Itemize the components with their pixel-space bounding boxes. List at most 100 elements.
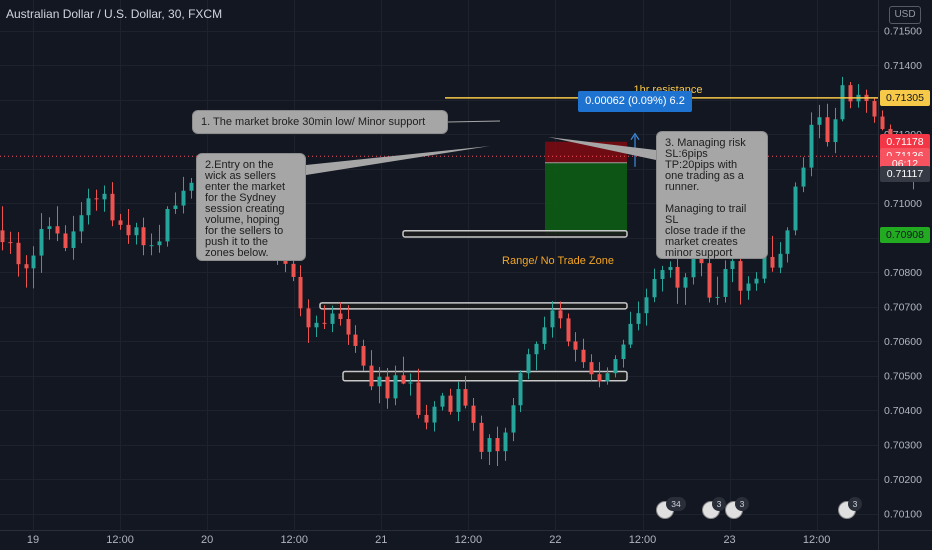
candle-body <box>298 276 303 309</box>
annotation-3-connector <box>548 137 656 160</box>
candle-body <box>173 205 178 209</box>
y-tick-label: 0.70600 <box>884 336 922 348</box>
candle-body <box>534 343 539 355</box>
candle-body <box>833 119 838 143</box>
candle-body <box>558 310 563 319</box>
x-tick-label: 22 <box>549 534 561 546</box>
candle-body <box>361 345 366 366</box>
candle-body <box>448 395 453 412</box>
candle-body <box>306 308 311 328</box>
annotation-1[interactable]: 1. The market broke 30min low/ Minor sup… <box>192 110 448 134</box>
candle-body <box>573 341 578 350</box>
candle-body <box>314 322 319 328</box>
candle-body <box>369 365 374 387</box>
candle-body <box>479 422 484 452</box>
candle-body <box>39 229 44 256</box>
candle-body <box>401 375 406 384</box>
candle-body <box>566 318 571 342</box>
candle-body <box>872 101 877 117</box>
candle-body <box>770 256 775 268</box>
candle-body <box>118 220 123 225</box>
chart-title[interactable]: Australian Dollar / U.S. Dollar, 30, FXC… <box>6 7 223 21</box>
candle-body <box>526 354 531 374</box>
candle-body <box>675 266 680 288</box>
candle-body <box>47 226 52 230</box>
candle-body <box>825 117 830 143</box>
take-profit-area <box>545 162 627 235</box>
candle-body <box>581 349 586 363</box>
candle-body <box>377 376 382 387</box>
y-tick-label: 0.70800 <box>884 267 922 279</box>
candle-body <box>440 395 445 407</box>
price-scale-label: 0.71117 <box>880 166 930 183</box>
candle-body <box>628 323 633 345</box>
candle-body <box>157 241 162 246</box>
x-tick-label: 12:00 <box>280 534 308 546</box>
candle-body <box>636 313 641 324</box>
candle-body <box>644 297 649 314</box>
candle-body <box>597 374 602 382</box>
annotation-3[interactable]: 3. Managing risk SL:6pips TP:20pips with… <box>656 131 768 259</box>
x-tick-label: 23 <box>723 534 735 546</box>
candle-body <box>511 405 516 433</box>
candle-body <box>408 382 413 384</box>
candles <box>0 76 916 466</box>
x-tick-label: 12:00 <box>455 534 483 546</box>
candle-body <box>793 186 798 231</box>
x-tick-label: 19 <box>27 534 39 546</box>
candle-body <box>330 313 335 324</box>
candle-body <box>291 263 296 277</box>
candle-body <box>338 313 343 320</box>
candle-body <box>762 256 767 279</box>
candle-body <box>55 226 60 234</box>
candle-body <box>471 405 476 423</box>
event-count-badge: 34 <box>666 497 686 511</box>
x-tick-label: 21 <box>375 534 387 546</box>
candle-body <box>723 269 728 297</box>
x-tick-label: 12:00 <box>629 534 657 546</box>
candle-body <box>181 190 186 206</box>
y-tick-label: 0.70500 <box>884 371 922 383</box>
candle-body <box>346 319 351 335</box>
candle-body <box>424 414 429 423</box>
candle-body <box>495 438 500 452</box>
candle-body <box>542 327 547 344</box>
candle-body <box>707 263 712 298</box>
candle-body <box>605 373 610 382</box>
candle-body <box>668 266 673 271</box>
candle-body <box>660 270 665 280</box>
candle-body <box>487 438 492 452</box>
candle-body <box>134 227 139 236</box>
candle-body <box>322 322 327 324</box>
y-tick-label: 0.70400 <box>884 405 922 417</box>
candle-body <box>715 296 720 298</box>
candle-body <box>589 362 594 375</box>
candle-body <box>16 242 21 265</box>
annotation-2[interactable]: 2.Entry on the wick as sellers enter the… <box>196 153 306 261</box>
candle-body <box>518 373 523 406</box>
price-scale-label: 0.70908 <box>880 226 930 243</box>
candle-body <box>0 230 5 243</box>
zone-label: Range/ No Trade Zone <box>502 255 614 267</box>
candle-body <box>353 334 358 346</box>
candle-body <box>699 258 704 264</box>
candle-body <box>126 224 131 236</box>
candle-body <box>149 245 154 247</box>
candle-body <box>102 193 107 200</box>
candle-body <box>778 253 783 268</box>
support-zone <box>342 370 628 382</box>
support-zone <box>402 229 628 238</box>
candle-body <box>801 167 806 187</box>
y-tick-label: 0.70700 <box>884 302 922 314</box>
measure-arrow-head <box>630 132 640 141</box>
candle-body <box>613 359 618 374</box>
candle-body <box>393 375 398 399</box>
x-tick-label: 12:00 <box>106 534 134 546</box>
candle-body <box>503 432 508 452</box>
candle-body <box>63 233 68 248</box>
candle-body <box>71 231 76 248</box>
candle-body <box>754 278 759 284</box>
currency-selector[interactable]: USD <box>889 6 921 24</box>
candle-body <box>416 382 421 415</box>
